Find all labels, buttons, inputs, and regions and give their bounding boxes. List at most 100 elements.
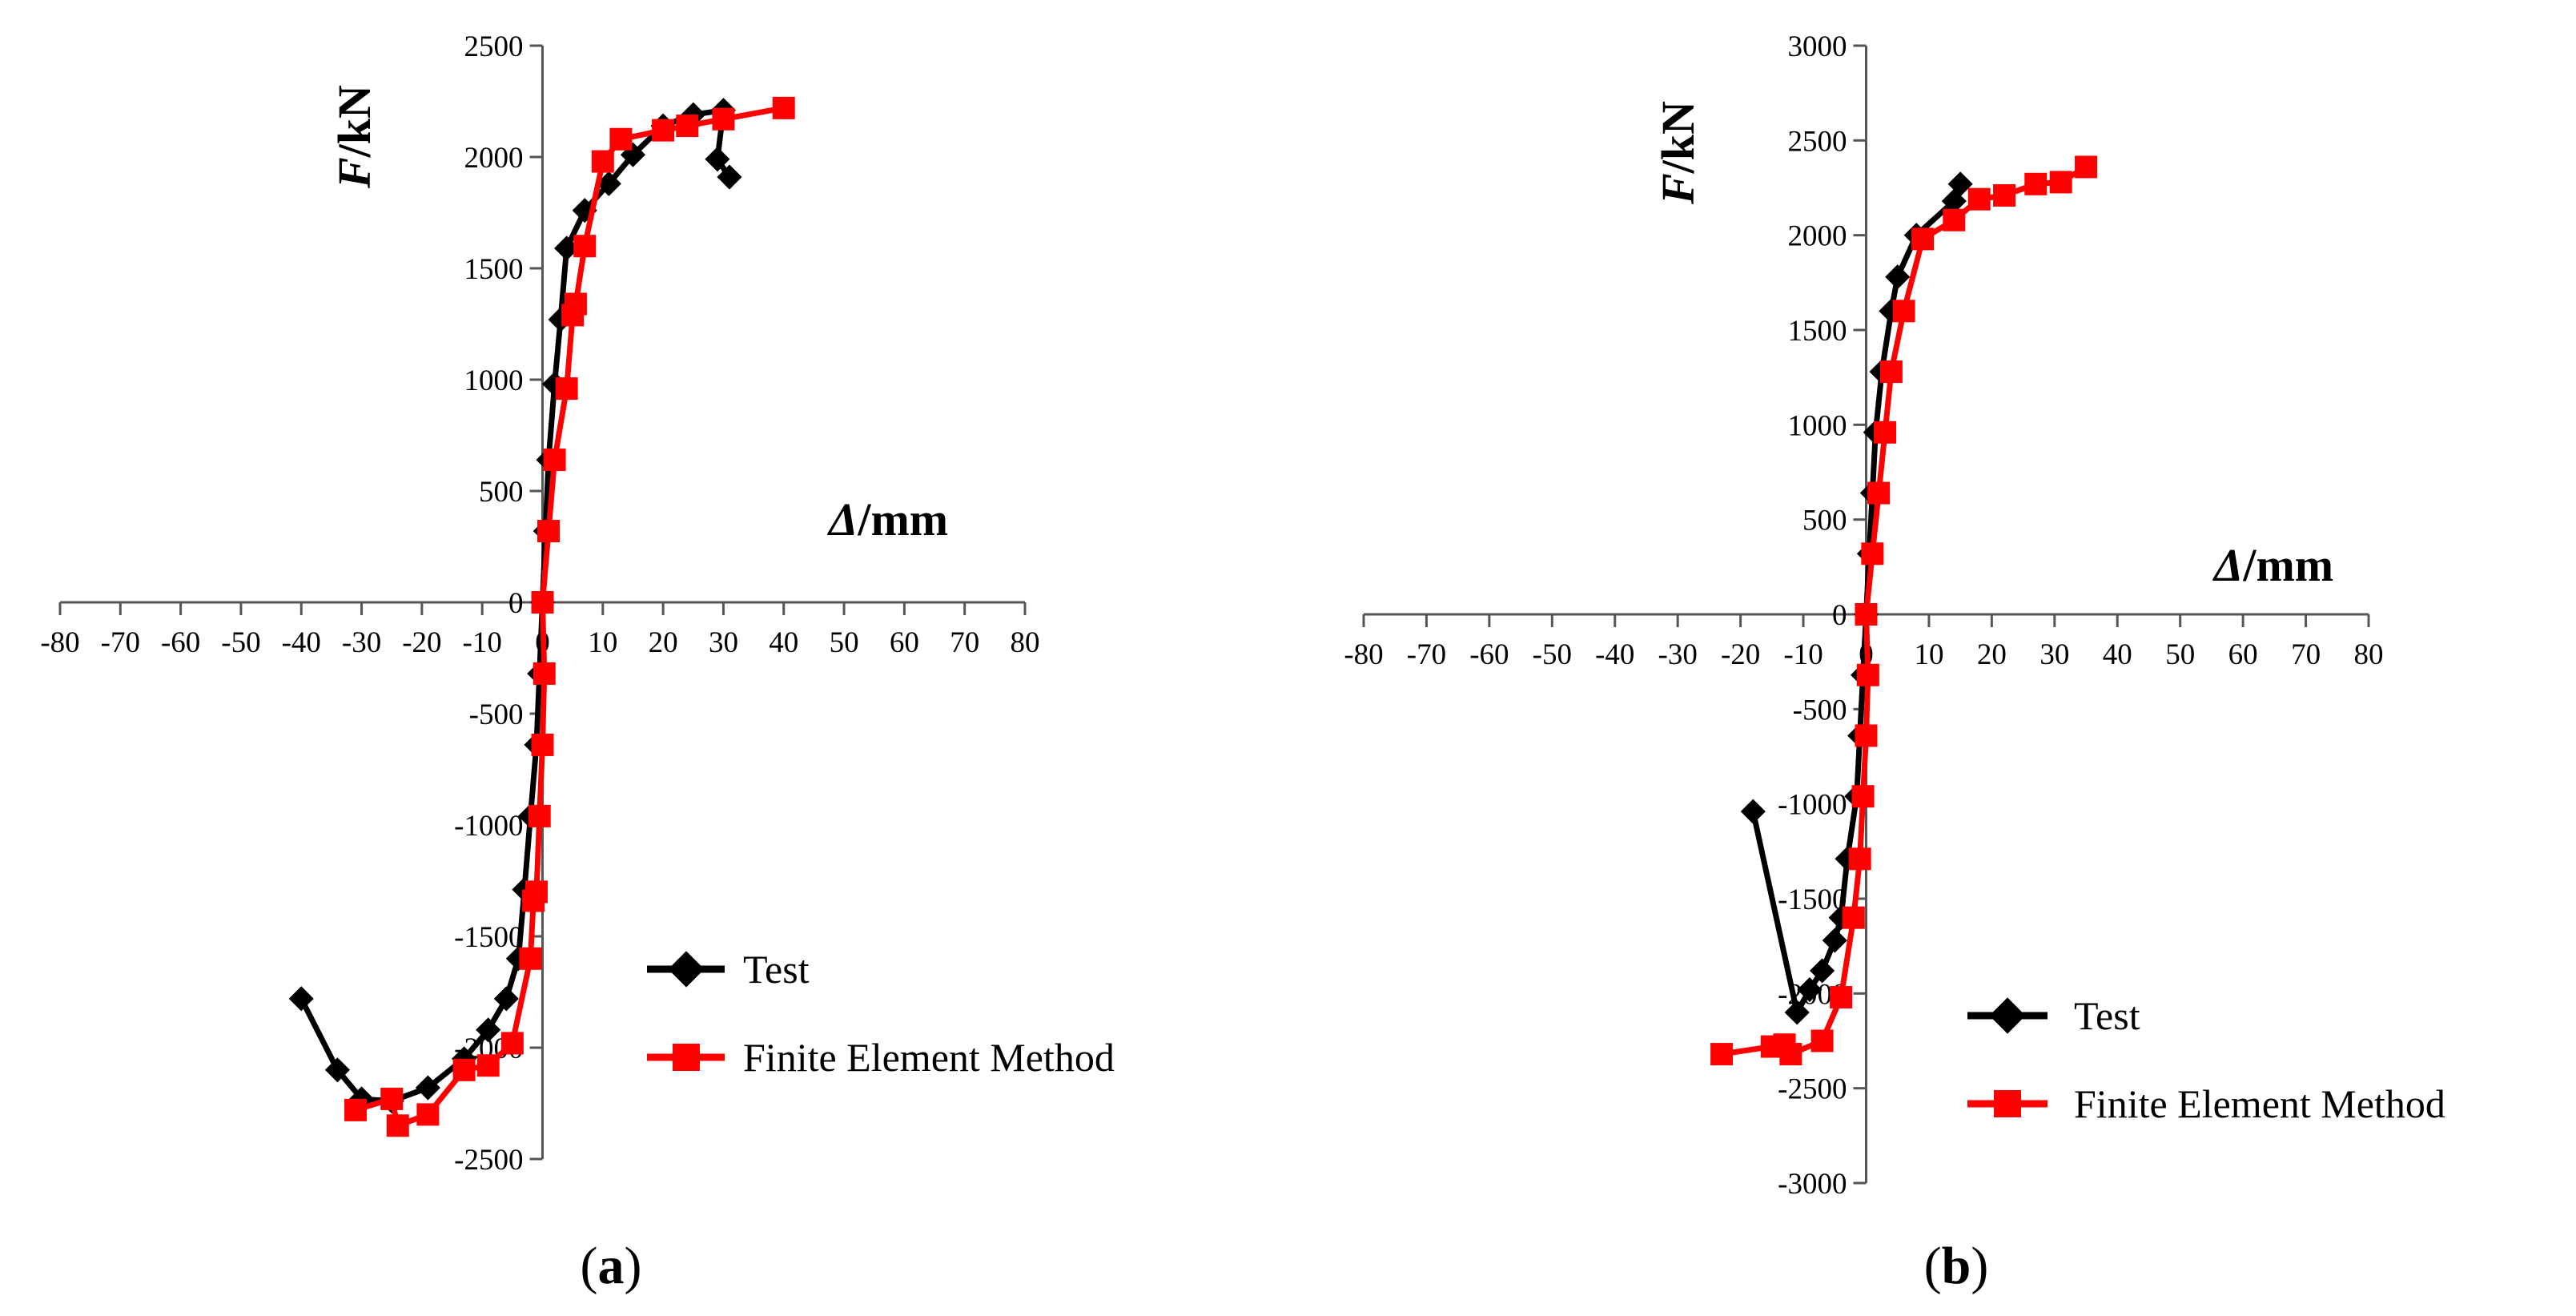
- data-point-fem-a: [524, 880, 548, 903]
- data-point-fem-a: [416, 1103, 440, 1126]
- data-point-fem-b: [1830, 986, 1853, 1009]
- data-point-fem-b: [2049, 171, 2072, 194]
- x-tick-label-a: 30: [709, 626, 738, 659]
- data-point-test-b: [1941, 188, 1967, 214]
- x-axis-unit-a: /mm: [857, 493, 948, 545]
- data-point-fem-b: [1851, 785, 1875, 808]
- x-tick-label-a: -30: [342, 626, 381, 659]
- x-tick-label-a: 50: [830, 626, 859, 659]
- data-point-fem-a: [452, 1058, 476, 1081]
- data-point-test-b: [1822, 928, 1847, 953]
- data-point-fem-b: [1874, 421, 1897, 444]
- x-tick-label-a: 40: [769, 626, 798, 659]
- y-axis-unit-b: /kN: [1652, 101, 1704, 174]
- caption-letter-b: b: [1942, 1237, 1971, 1295]
- data-point-fem-b: [1911, 227, 1935, 251]
- x-tick-label-a: 10: [588, 626, 617, 659]
- caption-b: (b): [1924, 1237, 1989, 1295]
- y-tick-label-a: 2500: [464, 30, 524, 63]
- data-point-fem-a: [386, 1114, 409, 1137]
- plot-b: -80 -70 -60 -50 -40 -30 -20 -10 0 10 20 30 40 50 60 70 8…: [1344, 30, 2383, 1201]
- data-point-fem-a: [573, 235, 597, 258]
- data-point-fem-b: [1710, 1043, 1734, 1066]
- caption-letter-a: a: [598, 1237, 625, 1295]
- y-tick-label-b: 2500: [1788, 125, 1847, 158]
- y-tick-label-a: 0: [508, 587, 524, 620]
- caption-a: (a): [581, 1237, 642, 1295]
- panel-a: -80 -70 -60 -50 -40 -30 -20 -10 0 10 20 30 40 50 60 70 8…: [40, 30, 1114, 1295]
- plot-a: -80 -70 -60 -50 -40 -30 -20 -10 0 10 20 30 40 50 60 70 8…: [40, 30, 1039, 1177]
- legend-marker-test-b: [1989, 997, 2026, 1034]
- data-point-fem-b: [1867, 481, 1891, 505]
- y-tick-label-b: 3000: [1788, 30, 1847, 63]
- data-point-fem-b: [2075, 155, 2098, 179]
- x-tick-label-a: -60: [161, 626, 200, 659]
- series-line-fem-a: [355, 105, 785, 1129]
- data-point-fem-b: [1861, 542, 1884, 565]
- data-point-fem-a: [555, 377, 578, 400]
- caption-close-b: ): [1971, 1237, 1988, 1295]
- legend-label-fem-a: Finite Element Method: [743, 1035, 1115, 1080]
- data-point-fem-a: [652, 119, 675, 142]
- data-point-test-b: [1797, 977, 1822, 1003]
- y-tick-label-a: -1000: [454, 810, 523, 843]
- legend-a: Test Finite Element Method: [647, 947, 1115, 1080]
- data-point-test-b: [1740, 799, 1766, 824]
- legend-marker-fem-b: [1994, 1090, 2021, 1117]
- y-tick-label-a: -2500: [454, 1144, 523, 1177]
- data-point-fem-b: [1848, 847, 1871, 871]
- legend-marker-test-a: [668, 951, 705, 988]
- x-tick-label-b: -10: [1783, 638, 1822, 671]
- data-point-fem-b: [1779, 1043, 1802, 1066]
- legend-label-test-a: Test: [743, 947, 810, 992]
- y-tick-label-b: -3000: [1778, 1168, 1847, 1201]
- data-point-fem-a: [531, 591, 554, 614]
- data-point-test-b: [1810, 958, 1835, 984]
- data-point-fem-b: [1856, 663, 1879, 686]
- data-point-fem-b: [2024, 172, 2048, 195]
- x-tick-label-b: -50: [1533, 638, 1572, 671]
- x-axis-label-a: Δ/mm: [827, 493, 948, 545]
- data-point-fem-a: [528, 804, 551, 827]
- x-tick-label-a: -50: [221, 626, 260, 659]
- legend-marker-fem-a: [673, 1044, 700, 1071]
- data-point-fem-b: [1993, 183, 2016, 207]
- x-tick-label-b: 10: [1914, 638, 1943, 671]
- data-point-fem-b: [1943, 208, 1966, 231]
- data-point-fem-a: [712, 107, 735, 131]
- y-tick-label-b: 1000: [1788, 409, 1847, 442]
- y-tick-label-a: 500: [479, 476, 524, 509]
- data-point-fem-a: [609, 127, 633, 151]
- x-tick-label-b: -20: [1721, 638, 1760, 671]
- y-tick-label-b: -1000: [1778, 789, 1847, 822]
- y-tick-label-b: -2500: [1778, 1073, 1847, 1106]
- y-axis-symbol-b: F: [1652, 173, 1704, 205]
- legend-label-test-b: Test: [2074, 993, 2140, 1038]
- y-tick-label-b: 2000: [1788, 220, 1847, 253]
- y-tick-label-a: 2000: [464, 142, 524, 175]
- x-tick-label-b: 40: [2103, 638, 2132, 671]
- x-tick-label-b: 30: [2040, 638, 2069, 671]
- x-tick-label-b: -60: [1469, 638, 1509, 671]
- data-point-fem-a: [537, 520, 561, 543]
- data-point-test-b: [1784, 1000, 1810, 1025]
- x-axis-unit-b: /mm: [2242, 539, 2333, 591]
- legend-b: Test Finite Element Method: [1967, 993, 2445, 1126]
- y-tick-label-b: 1500: [1788, 315, 1847, 348]
- data-point-fem-a: [532, 662, 556, 685]
- y-tick-label-b: 0: [1832, 599, 1847, 632]
- y-tick-label-a: 1000: [464, 364, 524, 397]
- x-tick-label-b: -40: [1595, 638, 1634, 671]
- data-point-fem-a: [564, 292, 587, 316]
- x-tick-label-b: -70: [1407, 638, 1446, 671]
- caption-close-a: ): [625, 1237, 642, 1295]
- x-axis-label-b: Δ/mm: [2212, 539, 2333, 591]
- data-point-fem-b: [1967, 187, 1991, 211]
- data-point-fem-b: [1810, 1029, 1834, 1052]
- y-tick-label-b: -500: [1793, 694, 1847, 726]
- data-point-fem-b: [1842, 906, 1865, 929]
- y-tick-label-a: -1500: [454, 921, 523, 954]
- data-point-test-a: [324, 1057, 350, 1083]
